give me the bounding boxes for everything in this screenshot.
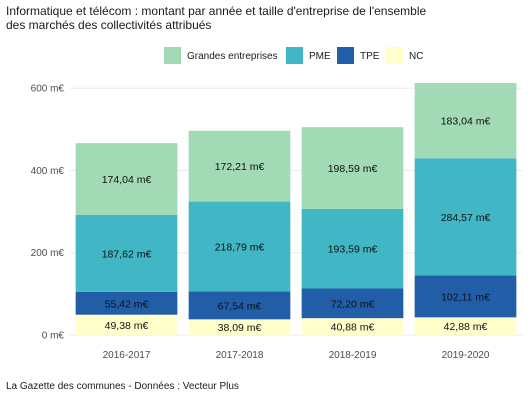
x-tick-label: 2016-2017 bbox=[103, 350, 151, 361]
chart-title-line-1: Informatique et télécom : montant par an… bbox=[6, 4, 427, 18]
data-label: 218,79 m€ bbox=[215, 242, 265, 254]
legend-swatch bbox=[337, 47, 354, 64]
bar-segment bbox=[301, 127, 404, 209]
bar-segment bbox=[414, 317, 517, 335]
x-tick-label: 2019-2020 bbox=[442, 350, 490, 361]
data-label: 67,54 m€ bbox=[218, 300, 262, 312]
data-label: 198,59 m€ bbox=[328, 163, 378, 175]
data-label: 49,38 m€ bbox=[105, 320, 149, 332]
bar-segment bbox=[75, 143, 178, 215]
chart-caption: La Gazette des communes - Données : Vect… bbox=[6, 381, 239, 392]
legend-label: Grandes entreprises bbox=[187, 51, 278, 62]
legend-label: TPE bbox=[360, 51, 380, 62]
bar-segment bbox=[75, 214, 178, 292]
data-label: 40,88 m€ bbox=[331, 322, 375, 334]
legend-label: NC bbox=[409, 51, 423, 62]
bar-segment bbox=[75, 314, 178, 335]
bar-segment bbox=[188, 291, 291, 320]
legend-label: PME bbox=[309, 51, 331, 62]
chart-title: Informatique et télécom : montant par an… bbox=[6, 4, 426, 32]
data-label: 42,88 m€ bbox=[444, 321, 488, 333]
data-label: 55,42 m€ bbox=[105, 298, 149, 310]
legend-swatch bbox=[164, 47, 181, 64]
y-tick-label: 600 m€ bbox=[31, 84, 65, 95]
bar-segment bbox=[188, 201, 291, 292]
legend-swatch bbox=[386, 47, 403, 64]
bar-segment bbox=[414, 275, 517, 318]
bar-segment bbox=[301, 208, 404, 289]
x-tick-label: 2017-2018 bbox=[216, 350, 264, 361]
data-label: 183,04 m€ bbox=[441, 116, 491, 128]
data-label: 187,62 m€ bbox=[102, 248, 152, 260]
data-label: 102,11 m€ bbox=[441, 291, 490, 303]
bar-segment bbox=[188, 130, 291, 202]
y-tick-label: 200 m€ bbox=[31, 248, 65, 259]
chart-title-line-2: des marchés des collectivités attribués bbox=[6, 18, 212, 32]
legend-swatch bbox=[286, 47, 303, 64]
data-label: 172,21 m€ bbox=[215, 161, 265, 173]
y-tick-label: 400 m€ bbox=[31, 166, 65, 177]
bar-segment bbox=[414, 158, 517, 276]
y-tick-label: 0 m€ bbox=[42, 331, 65, 342]
data-label: 72,20 m€ bbox=[331, 298, 375, 310]
data-label: 174,04 m€ bbox=[102, 174, 152, 186]
bar-segment bbox=[301, 318, 404, 335]
data-label: 38,09 m€ bbox=[218, 322, 262, 334]
bar-segment bbox=[414, 83, 517, 159]
bar-segment bbox=[188, 319, 291, 335]
bar-segment bbox=[75, 291, 178, 315]
bar-segment bbox=[301, 288, 404, 319]
data-label: 284,57 m€ bbox=[441, 212, 491, 224]
x-tick-label: 2018-2019 bbox=[329, 350, 377, 361]
data-label: 193,59 m€ bbox=[328, 244, 378, 256]
